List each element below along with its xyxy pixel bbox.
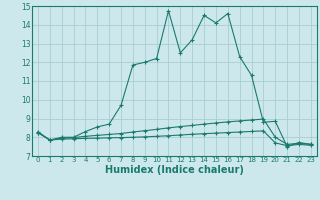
X-axis label: Humidex (Indice chaleur): Humidex (Indice chaleur) [105, 165, 244, 175]
